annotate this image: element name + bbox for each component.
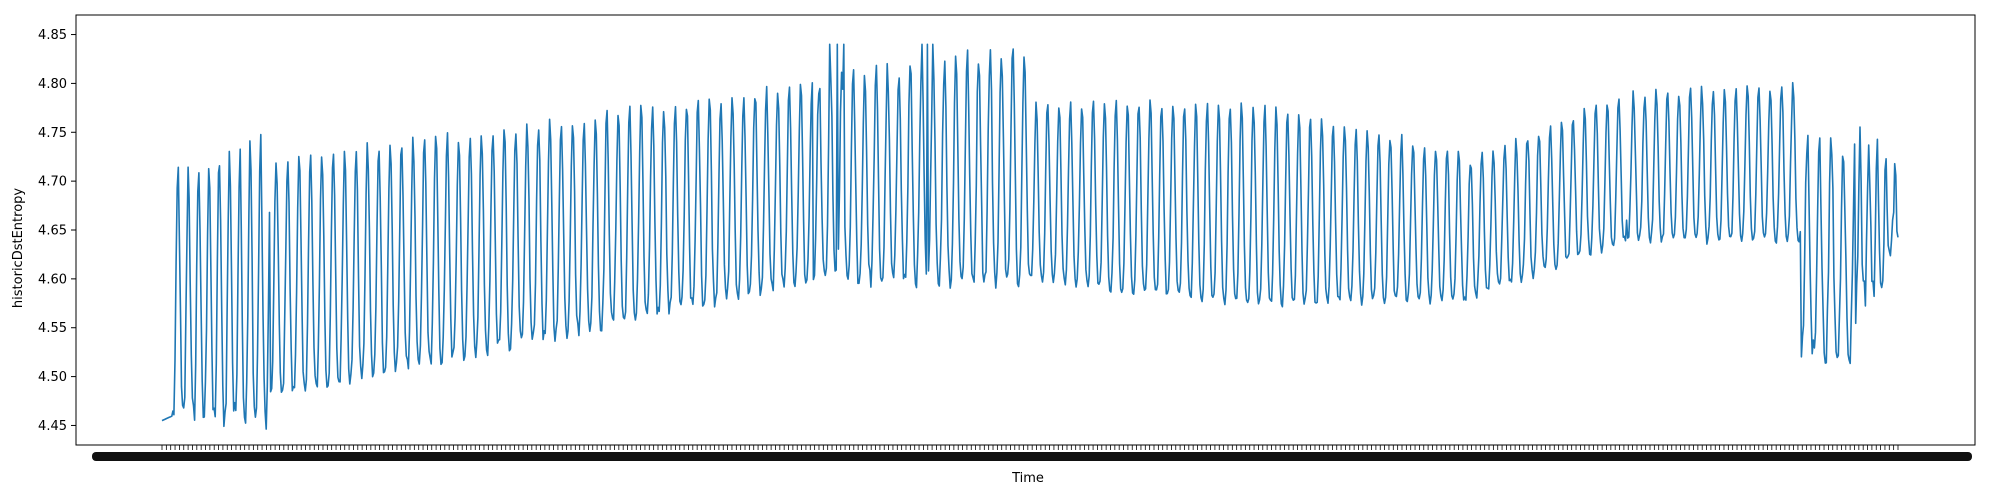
y-tick-label: 4.45 xyxy=(38,419,67,434)
y-tick-label: 4.65 xyxy=(38,224,67,239)
y-tick-label: 4.75 xyxy=(38,126,67,141)
y-tick-label: 4.70 xyxy=(38,175,67,190)
x-axis xyxy=(92,445,1972,461)
plot-area xyxy=(161,43,1899,430)
series-line xyxy=(161,43,1899,430)
y-tick-label: 4.55 xyxy=(38,321,67,336)
y-tick-label: 4.60 xyxy=(38,272,67,287)
y-axis-label: historicDstEntropy xyxy=(11,188,26,308)
y-tick-label: 4.85 xyxy=(38,28,67,43)
y-axis: 4.45 4.50 4.55 4.60 4.65 4.70 4.75 4.80 4.85 xyxy=(38,28,76,434)
y-tick-label: 4.50 xyxy=(38,370,67,385)
x-axis-label: Time xyxy=(1011,471,1044,486)
y-tick-label: 4.80 xyxy=(38,77,67,92)
x-tick-labels-overlap xyxy=(92,452,1972,461)
